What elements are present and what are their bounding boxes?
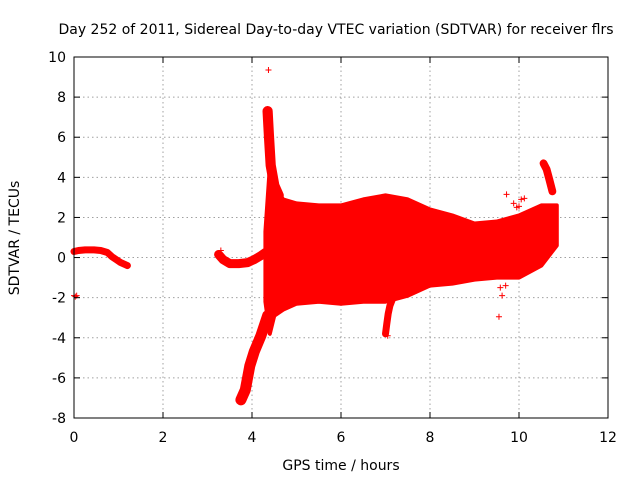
data-point: [217, 247, 224, 254]
x-tick-label: 10: [510, 430, 528, 446]
y-tick-labels: -8 -6 -4 -2 0 2 4 6 8 10: [48, 50, 66, 427]
data-point: [510, 200, 517, 207]
dense-data-band: [214, 248, 270, 269]
dense-data-band: [539, 159, 557, 196]
x-tick-label: 4: [248, 430, 257, 446]
data-points: [70, 67, 559, 406]
y-tick-label: 2: [57, 210, 66, 226]
x-tick-label: 8: [426, 430, 435, 446]
data-point: [495, 313, 502, 320]
dense-data-band: [382, 296, 396, 338]
y-tick-label: 8: [57, 90, 66, 106]
x-tick-label: 0: [70, 430, 79, 446]
x-tick-label: 6: [337, 430, 346, 446]
data-point: [502, 282, 509, 289]
data-point: [503, 191, 510, 198]
x-tick-labels: 0 2 4 6 8 10 12: [70, 430, 617, 446]
x-axis-label: GPS time / hours: [282, 458, 399, 474]
dense-data-envelope: [263, 165, 559, 336]
dense-data-band: [235, 310, 274, 406]
data-point: [516, 203, 522, 210]
data-point: [521, 195, 528, 202]
axis-ticks: [73, 56, 609, 419]
chart-title: Day 252 of 2011, Sidereal Day-to-day VTE…: [58, 22, 613, 38]
y-axis-label: SDTVAR / TECUs: [7, 181, 23, 296]
y-tick-label: 6: [57, 130, 66, 146]
y-tick-label: 0: [57, 251, 66, 267]
data-point: [497, 284, 504, 291]
y-tick-label: 10: [48, 50, 66, 66]
x-tick-label: 12: [599, 430, 617, 446]
data-point: [518, 196, 525, 203]
y-tick-label: 4: [57, 170, 66, 186]
data-point: [499, 292, 506, 299]
y-tick-label: -2: [52, 291, 66, 307]
y-tick-label: -6: [52, 371, 66, 387]
y-tick-label: -8: [52, 411, 66, 427]
dense-data-band: [70, 246, 131, 270]
dense-data-band: [262, 105, 284, 201]
x-tick-label: 2: [159, 430, 168, 446]
data-point: [72, 293, 79, 300]
y-tick-label: -4: [52, 331, 66, 347]
data-point: [384, 332, 391, 339]
data-point: [265, 67, 272, 74]
